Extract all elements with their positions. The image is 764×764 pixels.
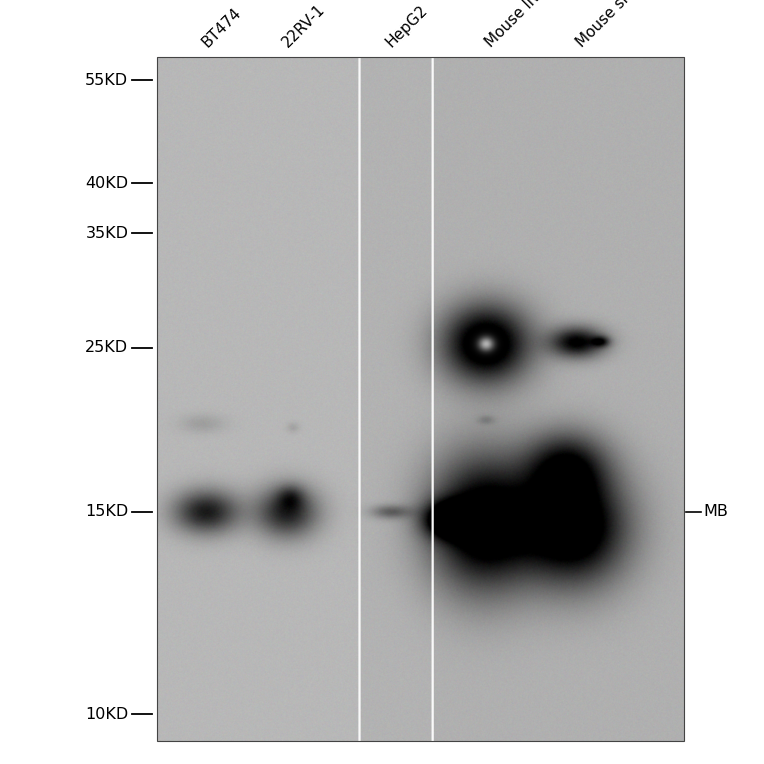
Text: Mouse liver: Mouse liver: [482, 0, 555, 50]
Text: 22RV-1: 22RV-1: [280, 1, 329, 50]
Bar: [157, 57, 684, 741]
Text: HepG2: HepG2: [383, 2, 430, 50]
Text: 35KD: 35KD: [86, 225, 128, 241]
Text: MB: MB: [703, 504, 728, 520]
Text: 15KD: 15KD: [85, 504, 128, 520]
Text: 10KD: 10KD: [85, 707, 128, 722]
Text: Mouse skeletal musle: Mouse skeletal musle: [574, 0, 701, 50]
Text: 25KD: 25KD: [86, 340, 128, 355]
Text: BT474: BT474: [199, 5, 244, 50]
Text: 40KD: 40KD: [86, 176, 128, 191]
Text: 55KD: 55KD: [86, 73, 128, 88]
